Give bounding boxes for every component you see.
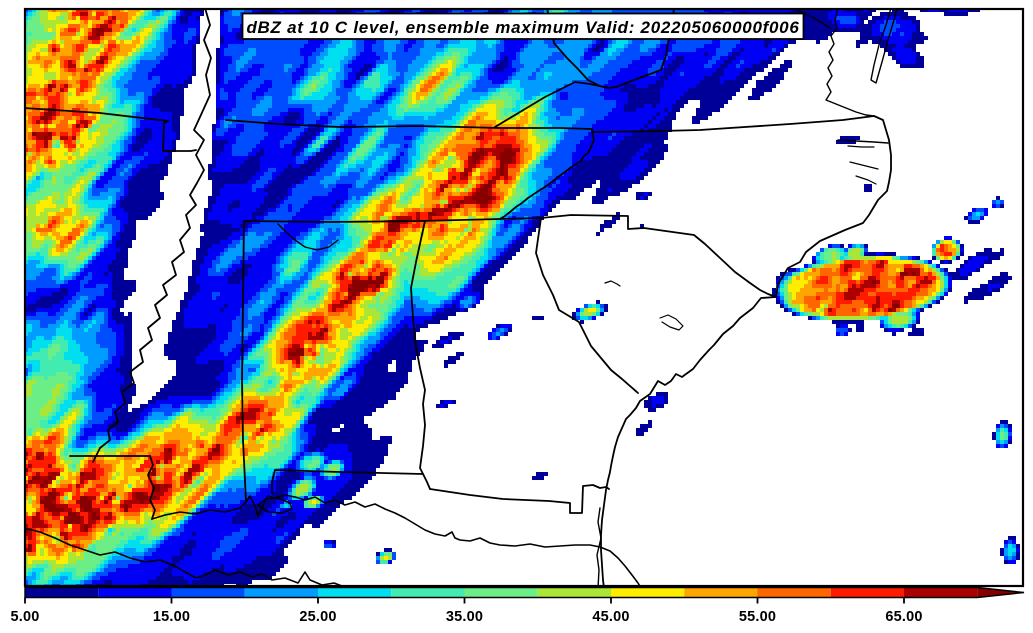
svg-text:65.00: 65.00 <box>885 609 922 625</box>
svg-text:25.00: 25.00 <box>299 609 336 625</box>
svg-text:dBZ at 10 C level, ensemble ma: dBZ at 10 C level, ensemble maximum Vali… <box>246 18 799 37</box>
svg-text:55.00: 55.00 <box>739 609 776 625</box>
svg-text:35.00: 35.00 <box>446 609 483 625</box>
svg-text:5.00: 5.00 <box>10 609 39 625</box>
svg-text:45.00: 45.00 <box>592 609 629 625</box>
svg-text:15.00: 15.00 <box>153 609 190 625</box>
